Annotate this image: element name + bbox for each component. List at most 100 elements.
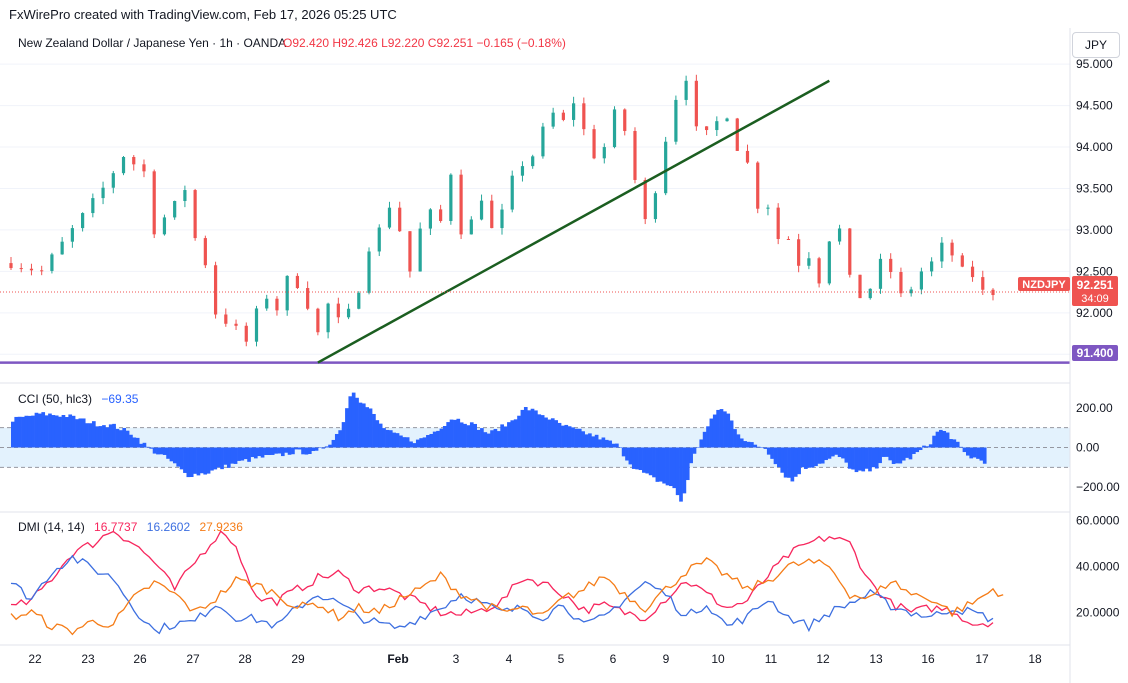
cci-bar [304,447,309,455]
cci-bar [567,426,572,448]
candle-body [336,303,340,318]
time-tick-label: 28 [238,652,252,666]
cci-bar [952,439,957,448]
candle-body [653,193,658,220]
cci-bar [793,447,798,477]
cci-bar [550,418,555,448]
cci-bar [766,447,771,455]
cci-bar [446,422,450,448]
cci-legend: CCI (50, hlc3) −69.35 [18,392,139,406]
cci-bar [240,447,245,461]
cci-bar [14,416,19,448]
cci-bar [223,447,228,465]
candle-body [50,254,54,271]
cci-bar [679,447,683,502]
candle-body [633,130,637,180]
cci-bar [442,426,447,448]
cci-bar [608,440,612,448]
trend-line[interactable] [317,79,830,364]
cci-bar [392,432,397,448]
cci-bar [696,447,700,448]
candle-body [101,187,105,199]
cci-bar [790,447,795,482]
cci-tick-label: 0.00 [1076,440,1100,454]
cci-bar [672,447,677,489]
cci-bar [314,447,319,451]
time-tick-label: 10 [711,652,725,666]
cci-bar [729,420,734,448]
cci-bar [125,430,130,448]
cci-bar [375,420,380,448]
candle-body [244,325,248,342]
cci-bar [925,446,930,448]
cci-bar [827,447,832,459]
time-tick-label: 23 [81,652,95,666]
cci-bar [712,414,717,448]
cci-bar [176,447,181,467]
candle-body [439,209,443,221]
cci-bar [851,447,855,470]
cci-bar [294,447,299,450]
candle-body [254,308,259,342]
candle-body [694,80,698,127]
cci-pane [0,392,1070,502]
cci-bar [962,447,967,453]
cci-bar [253,447,258,459]
cci-bar [922,445,926,448]
cci-bar [692,447,697,454]
cci-bar [955,441,960,448]
cci-bar [510,420,515,448]
cci-bar [544,417,548,448]
last-price-tag: NZDJPY 92.251 34:09 [1018,276,1118,306]
cci-bar [122,428,127,448]
candle-body [510,175,514,210]
candle-body [970,266,975,278]
cci-bar [655,447,660,482]
cci-bar [348,396,353,448]
candle-body [193,190,197,239]
cci-bar [203,447,208,475]
cci-bar [942,431,947,448]
cci-bar [463,423,467,448]
cci-bar [841,447,845,459]
candle-body [766,207,770,209]
cci-bar [881,447,886,457]
cci-bar [250,447,255,458]
cci-bar [804,447,808,469]
candle-body [612,109,617,148]
cci-bar [574,428,579,448]
candle-body [265,298,269,309]
candle-body [531,156,535,167]
cci-bar [469,422,474,448]
cci-bar [331,439,336,448]
cci-bar [864,447,869,469]
cci-bar [831,447,835,457]
cci-bar [412,443,417,448]
cci-bar [891,447,896,464]
attribution-text: FxWirePro created with TradingView.com, … [9,7,397,22]
cci-bar [625,447,629,461]
cci-bar [17,416,22,448]
cci-bar [854,447,859,473]
cci-bar [935,431,940,448]
cci-bar [517,415,521,448]
cci-bar [719,409,724,448]
cci-bar [415,439,420,448]
candle-body [684,80,688,100]
cci-bar [432,431,437,448]
cci-bar [301,447,305,455]
price-axis: 95.000 94.500 94.000 93.500 93.000 92.500 92.0… [1076,57,1113,361]
candle-body [848,228,852,275]
candle-body [582,103,586,130]
time-tick-label: 4 [506,652,513,666]
cci-bar [820,447,825,464]
candle-body [541,126,545,157]
candle-body [346,308,351,318]
currency-button[interactable]: JPY [1072,32,1120,58]
dmi-value-3: 27.9236 [200,520,244,534]
candle-body [142,164,146,172]
cci-bar [503,426,508,448]
cci-bar [439,428,444,448]
candle-body [459,174,463,235]
